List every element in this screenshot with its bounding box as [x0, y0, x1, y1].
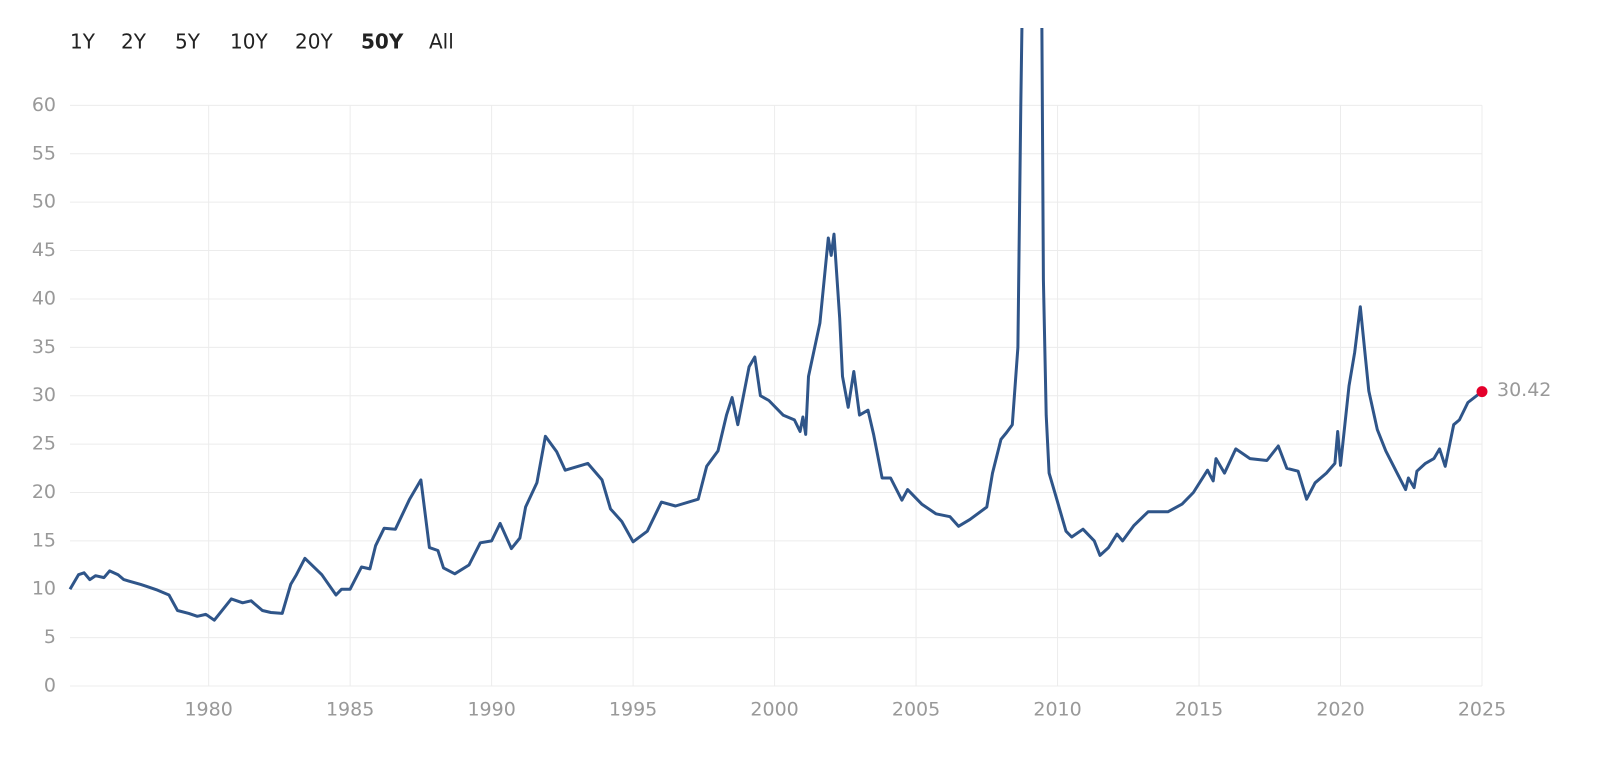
range-button[interactable]: 10Y — [230, 30, 268, 54]
range-button[interactable]: 1Y — [70, 30, 96, 54]
y-tick-label: 0 — [44, 675, 56, 697]
x-tick-label: 1985 — [326, 699, 374, 721]
y-tick-label: 45 — [32, 239, 56, 261]
y-tick-label: 10 — [32, 578, 56, 600]
last-value-label: 30.42 — [1497, 379, 1551, 401]
range-button[interactable]: 5Y — [175, 30, 201, 54]
range-button[interactable]: All — [429, 30, 454, 54]
y-tick-label: 20 — [32, 481, 56, 503]
y-tick-label: 35 — [32, 336, 56, 358]
x-tick-label: 1980 — [184, 699, 232, 721]
x-tick-label: 1990 — [467, 699, 515, 721]
range-button[interactable]: 50Y — [361, 30, 404, 54]
y-tick-label: 50 — [32, 191, 56, 213]
plot-area — [68, 28, 1483, 622]
y-tick-label: 55 — [32, 142, 56, 164]
y-tick-label: 30 — [32, 384, 56, 406]
x-tick-label: 2020 — [1316, 699, 1364, 721]
range-button[interactable]: 20Y — [295, 30, 333, 54]
x-tick-label: 1995 — [609, 699, 657, 721]
y-tick-label: 15 — [32, 529, 56, 551]
x-tick-label: 2000 — [750, 699, 798, 721]
range-button[interactable]: 2Y — [121, 30, 147, 54]
x-tick-label: 2005 — [892, 699, 940, 721]
y-tick-label: 25 — [32, 433, 56, 455]
x-tick-label: 2015 — [1175, 699, 1223, 721]
y-tick-label: 60 — [32, 94, 56, 116]
y-tick-label: 5 — [44, 626, 56, 648]
last-point — [1476, 386, 1488, 398]
line-series — [68, 28, 1483, 622]
x-tick-label: 2025 — [1458, 699, 1506, 721]
y-tick-label: 40 — [32, 287, 56, 309]
x-tick-label: 2010 — [1033, 699, 1081, 721]
